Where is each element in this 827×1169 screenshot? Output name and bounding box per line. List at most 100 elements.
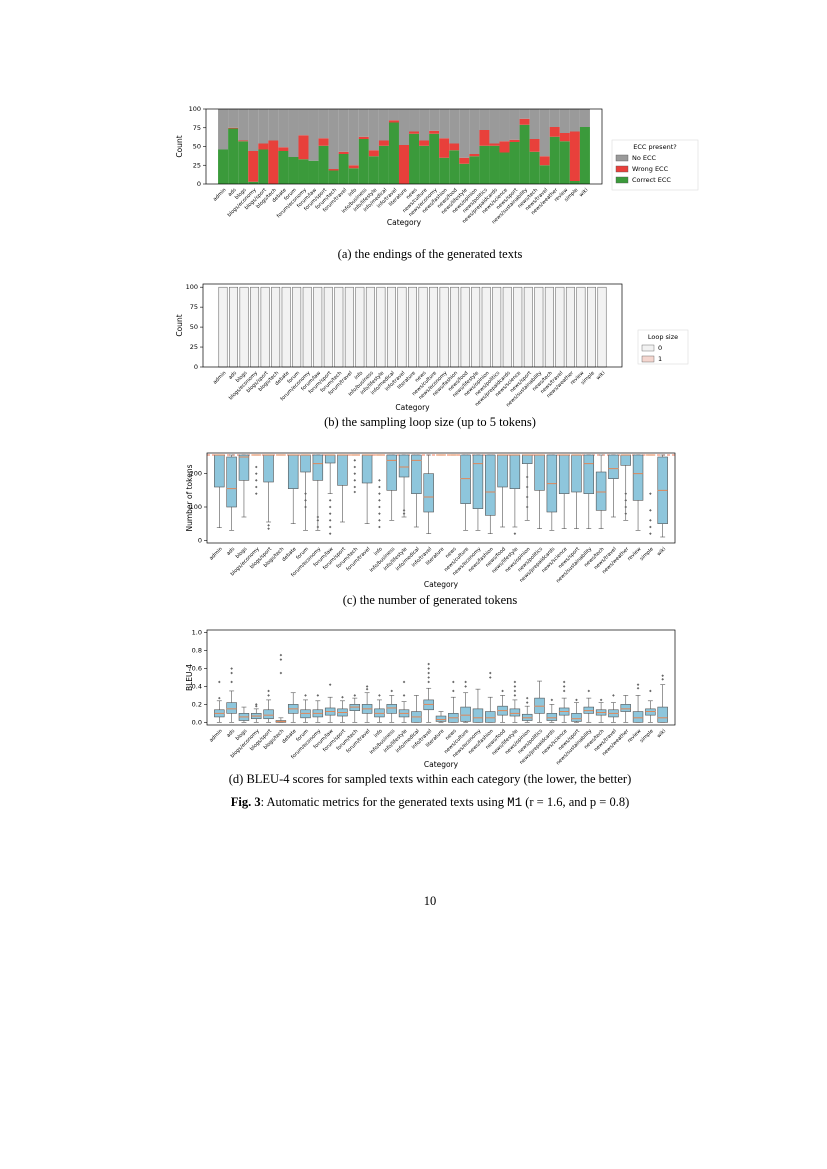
bar-segment bbox=[268, 109, 279, 141]
axes-frame bbox=[206, 629, 676, 726]
outlier bbox=[525, 475, 529, 479]
box bbox=[485, 454, 496, 516]
outlier bbox=[427, 667, 430, 670]
bar-segment bbox=[429, 130, 440, 134]
bar-segment bbox=[355, 286, 365, 368]
box bbox=[214, 454, 225, 488]
y-tick-label: 75 bbox=[190, 303, 198, 311]
bar-segment bbox=[481, 286, 491, 368]
outlier bbox=[328, 499, 332, 502]
x-axis-label: Category bbox=[395, 403, 430, 412]
bar-segment bbox=[278, 147, 289, 151]
box bbox=[497, 454, 508, 488]
bar-segment bbox=[338, 154, 349, 184]
box bbox=[411, 454, 422, 494]
outlier bbox=[267, 527, 270, 530]
figure-caption: Fig. 3: Automatic metrics for the genera… bbox=[231, 795, 629, 810]
bar-segment bbox=[439, 157, 450, 184]
bar-segment bbox=[313, 286, 323, 368]
outlier bbox=[562, 685, 566, 688]
bar-segment bbox=[378, 145, 389, 184]
outlier bbox=[624, 505, 628, 509]
box bbox=[472, 454, 484, 509]
outlier bbox=[464, 685, 467, 688]
y-tick-label: 0.4 bbox=[192, 682, 202, 690]
bar-segment bbox=[250, 286, 260, 368]
bar-segment bbox=[559, 109, 570, 133]
bar-segment bbox=[439, 138, 450, 158]
legend-swatch bbox=[615, 154, 629, 162]
axes-frame bbox=[205, 108, 603, 185]
x-tick-label: ads bbox=[226, 546, 237, 557]
bar-segment bbox=[489, 145, 500, 184]
bar-segment bbox=[479, 130, 490, 146]
bar-segment bbox=[328, 109, 339, 169]
outlier bbox=[513, 694, 517, 697]
bar-segment bbox=[565, 286, 575, 368]
bar-segment bbox=[308, 160, 319, 184]
outlier bbox=[218, 680, 221, 684]
outlier bbox=[636, 686, 640, 690]
model-name: M1 bbox=[507, 796, 522, 810]
bar-segment bbox=[459, 157, 470, 164]
bar-segment bbox=[378, 109, 389, 141]
y-tick-label: 0 bbox=[198, 536, 202, 544]
bar-segment bbox=[238, 141, 249, 184]
subfigure-caption: (d) BLEU-4 scores for sampled texts with… bbox=[229, 772, 631, 786]
bar-segment bbox=[469, 154, 480, 157]
outlier bbox=[304, 499, 307, 502]
bar-segment bbox=[429, 109, 440, 131]
bar-segment bbox=[318, 145, 329, 184]
bar-segment bbox=[228, 109, 239, 128]
outlier bbox=[316, 519, 320, 522]
outlier bbox=[636, 683, 640, 686]
bar-segment bbox=[334, 286, 344, 368]
bar-segment bbox=[523, 286, 533, 368]
bar-segment bbox=[258, 149, 269, 184]
outlier bbox=[427, 671, 430, 675]
box bbox=[571, 454, 582, 493]
bar-segment bbox=[238, 109, 249, 141]
outlier bbox=[624, 512, 628, 515]
y-axis-label: Count bbox=[175, 314, 184, 336]
outlier bbox=[378, 492, 381, 495]
box bbox=[608, 454, 619, 479]
y-tick-label: 100 bbox=[190, 503, 202, 511]
box bbox=[238, 454, 250, 481]
y-tick-label: 200 bbox=[190, 470, 202, 478]
bar-segment bbox=[218, 149, 229, 184]
outlier bbox=[624, 499, 628, 502]
bar-segment bbox=[539, 156, 550, 166]
y-tick-label: 50 bbox=[190, 323, 198, 331]
page-number: 10 bbox=[424, 894, 437, 908]
outlier bbox=[279, 658, 283, 661]
bar-segment bbox=[479, 145, 490, 184]
outlier bbox=[525, 701, 529, 704]
bar-segment bbox=[449, 143, 460, 151]
bar-segment bbox=[248, 109, 259, 151]
outlier bbox=[661, 677, 664, 681]
outlier bbox=[402, 680, 406, 684]
bar-segment bbox=[439, 109, 450, 139]
outlier bbox=[230, 680, 233, 684]
outlier bbox=[562, 680, 566, 684]
x-tick-label: wiki bbox=[656, 728, 667, 739]
outlier bbox=[649, 525, 652, 529]
bar-segment bbox=[479, 109, 490, 130]
y-tick-label: 0.2 bbox=[192, 700, 202, 708]
subfigure-caption: (a) the endings of the generated texts bbox=[338, 247, 523, 261]
bar-segment bbox=[513, 286, 523, 368]
outlier bbox=[279, 671, 283, 675]
bar-segment bbox=[555, 286, 565, 368]
outlier bbox=[575, 698, 578, 702]
bar-segment bbox=[409, 133, 420, 184]
bar-segment bbox=[348, 165, 359, 169]
outlier bbox=[525, 696, 529, 700]
outlier bbox=[587, 689, 591, 693]
y-tick-label: 100 bbox=[189, 105, 201, 113]
outlier bbox=[525, 495, 529, 499]
bar-segment bbox=[281, 286, 291, 368]
bar-segment bbox=[368, 109, 379, 151]
bar-segment bbox=[429, 133, 440, 184]
bar-segment bbox=[409, 109, 420, 132]
